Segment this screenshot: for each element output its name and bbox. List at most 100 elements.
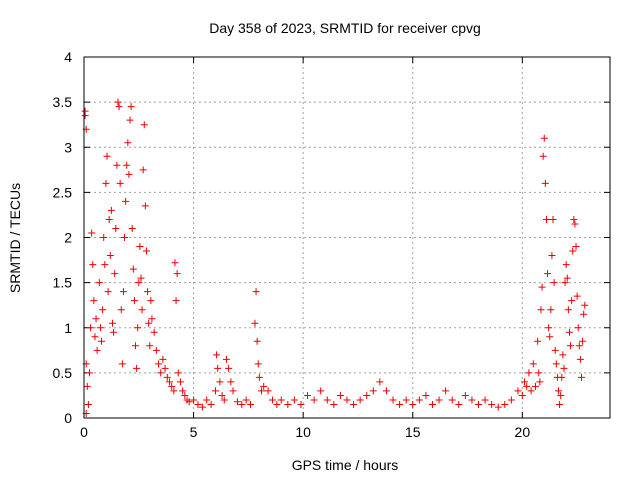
data-point bbox=[242, 396, 250, 404]
data-point bbox=[581, 301, 589, 309]
data-point bbox=[290, 396, 298, 404]
data-point bbox=[118, 360, 126, 368]
x-tick-label: 15 bbox=[405, 424, 421, 440]
data-point bbox=[563, 274, 571, 282]
data-point bbox=[212, 387, 219, 395]
data-point bbox=[540, 134, 548, 142]
data-point bbox=[112, 224, 120, 232]
data-point bbox=[389, 396, 397, 404]
data-point bbox=[133, 364, 141, 372]
data-point bbox=[89, 261, 97, 269]
data-point bbox=[96, 324, 104, 332]
data-point bbox=[137, 274, 145, 282]
data-point bbox=[104, 288, 112, 296]
data-point bbox=[136, 243, 144, 251]
data-point bbox=[103, 152, 111, 160]
data-point bbox=[198, 403, 206, 411]
data-point bbox=[363, 391, 371, 399]
data-point bbox=[548, 252, 556, 260]
data-point bbox=[557, 391, 565, 399]
data-point bbox=[415, 396, 423, 404]
data-point bbox=[127, 103, 135, 111]
data-point bbox=[529, 360, 537, 368]
data-point bbox=[579, 337, 587, 345]
data-point bbox=[435, 396, 443, 404]
data-point bbox=[523, 382, 531, 390]
data-point bbox=[170, 387, 178, 395]
data-point bbox=[116, 179, 124, 187]
data-point bbox=[521, 378, 529, 386]
data-point bbox=[218, 391, 226, 399]
x-tick-label: 20 bbox=[515, 424, 531, 440]
data-point bbox=[551, 346, 559, 354]
data-point bbox=[126, 116, 134, 124]
data-point bbox=[225, 364, 233, 372]
data-point bbox=[128, 224, 136, 232]
y-tick-label: 3 bbox=[64, 139, 72, 155]
data-point bbox=[507, 396, 515, 404]
y-tick-label: 3.5 bbox=[53, 94, 73, 110]
data-point bbox=[559, 351, 567, 359]
data-point bbox=[172, 297, 180, 305]
data-point bbox=[81, 112, 89, 120]
data-point bbox=[105, 215, 113, 223]
data-point bbox=[114, 98, 122, 106]
data-point bbox=[123, 161, 131, 169]
data-point bbox=[159, 355, 167, 363]
data-point bbox=[455, 400, 463, 408]
data-point bbox=[203, 396, 211, 404]
data-point bbox=[534, 337, 542, 345]
data-point bbox=[481, 396, 489, 404]
data-point bbox=[150, 328, 158, 336]
data-point bbox=[173, 270, 181, 278]
data-point bbox=[139, 166, 147, 174]
data-point bbox=[531, 382, 539, 390]
y-tick-labels: 0 0.5 1 1.5 2 2.5 3 3.5 4 bbox=[53, 49, 73, 426]
data-point bbox=[535, 369, 543, 377]
data-point bbox=[549, 215, 557, 223]
data-point bbox=[144, 288, 152, 296]
y-tick-label: 1.5 bbox=[53, 275, 73, 291]
data-point bbox=[165, 378, 173, 386]
data-point bbox=[176, 378, 184, 386]
data-point bbox=[93, 346, 101, 354]
x-tick-label: 0 bbox=[80, 424, 88, 440]
data-point bbox=[264, 387, 272, 395]
data-point bbox=[561, 279, 569, 287]
data-point bbox=[536, 378, 544, 386]
data-point bbox=[142, 247, 150, 255]
data-point bbox=[580, 310, 588, 318]
data-point bbox=[102, 179, 110, 187]
data-point bbox=[171, 259, 179, 267]
data-point bbox=[194, 400, 202, 408]
data-point bbox=[568, 297, 576, 305]
data-point bbox=[214, 364, 222, 372]
y-axis-label: SRMTID / TECUs bbox=[7, 183, 23, 293]
data-point bbox=[117, 306, 125, 314]
data-point bbox=[518, 391, 526, 399]
data-point bbox=[161, 364, 169, 372]
data-point bbox=[575, 342, 583, 350]
data-point bbox=[174, 369, 182, 377]
data-point bbox=[135, 279, 143, 287]
data-point bbox=[113, 161, 121, 169]
data-point bbox=[527, 387, 535, 395]
y-tick-label: 0.5 bbox=[53, 365, 73, 381]
data-point bbox=[132, 342, 140, 350]
data-point bbox=[304, 391, 312, 399]
data-point bbox=[323, 396, 331, 404]
data-point bbox=[152, 346, 160, 354]
data-point bbox=[537, 306, 545, 314]
data-point bbox=[343, 396, 351, 404]
data-point bbox=[122, 197, 130, 205]
data-point bbox=[254, 360, 262, 368]
data-point bbox=[570, 215, 578, 223]
data-point bbox=[168, 382, 176, 390]
data-point bbox=[99, 306, 107, 314]
data-point bbox=[213, 351, 221, 359]
data-point bbox=[573, 292, 581, 300]
data-point bbox=[148, 315, 156, 323]
data-point bbox=[545, 324, 553, 332]
data-point bbox=[539, 152, 547, 160]
data-point bbox=[402, 396, 410, 404]
